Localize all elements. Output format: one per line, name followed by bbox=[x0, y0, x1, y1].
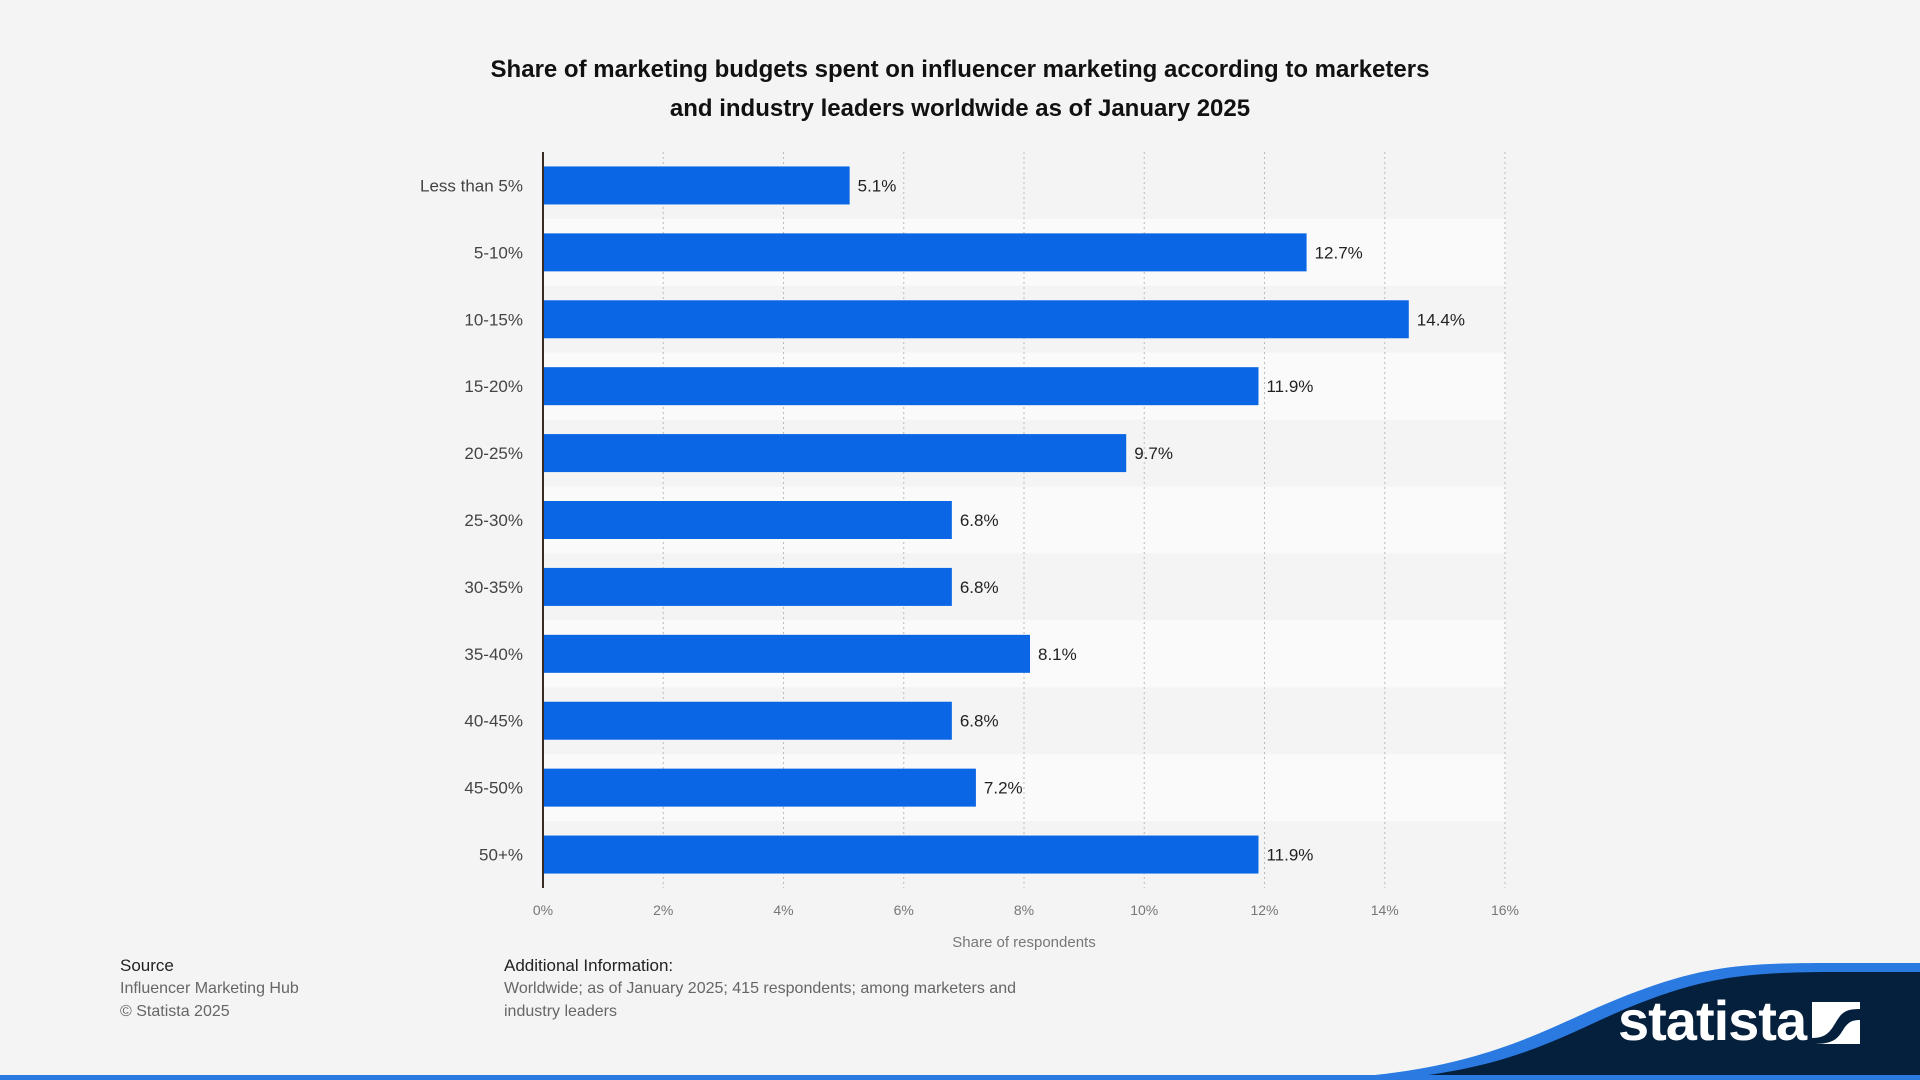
x-tick-label: 6% bbox=[894, 902, 914, 918]
bar bbox=[543, 233, 1307, 272]
x-tick-label: 4% bbox=[773, 902, 793, 918]
value-label: 11.9% bbox=[1266, 377, 1313, 396]
value-label: 6.8% bbox=[960, 712, 999, 731]
category-label: 50+% bbox=[479, 846, 523, 865]
x-tick-label: 16% bbox=[1491, 902, 1519, 918]
copyright: © Statista 2025 bbox=[120, 1003, 230, 1020]
category-label: 20-25% bbox=[464, 444, 523, 463]
value-label: 5.1% bbox=[858, 176, 897, 195]
bar bbox=[543, 835, 1259, 874]
additional-info-heading: Additional Information: bbox=[504, 956, 674, 975]
category-label: 35-40% bbox=[464, 645, 523, 664]
category-label: 45-50% bbox=[464, 779, 523, 798]
x-axis-title: Share of respondents bbox=[952, 934, 1095, 951]
category-label: Less than 5% bbox=[420, 176, 523, 195]
x-tick-label: 0% bbox=[533, 902, 553, 918]
value-label: 8.1% bbox=[1038, 645, 1077, 664]
x-tick-label: 2% bbox=[653, 902, 673, 918]
category-label: 5-10% bbox=[474, 243, 523, 262]
bar bbox=[543, 634, 1031, 673]
bottom-accent-line bbox=[0, 1075, 1920, 1080]
chart-title-line-2: and industry leaders worldwide as of Jan… bbox=[669, 95, 1251, 122]
category-label: 15-20% bbox=[464, 377, 523, 396]
chart-title-line-1: Share of marketing budgets spent on infl… bbox=[490, 56, 1430, 83]
category-label: 25-30% bbox=[464, 511, 523, 530]
additional-info-line-1: Worldwide; as of January 2025; 415 respo… bbox=[504, 980, 1016, 997]
value-label: 6.8% bbox=[960, 511, 999, 530]
x-tick-label: 14% bbox=[1371, 902, 1399, 918]
bar bbox=[543, 701, 952, 740]
additional-info-block: Additional Information: Worldwide; as of… bbox=[504, 954, 1104, 1023]
bar bbox=[543, 434, 1127, 473]
value-label: 9.7% bbox=[1134, 444, 1173, 463]
bar bbox=[543, 567, 952, 606]
statista-logo-icon bbox=[1812, 1002, 1860, 1044]
value-label: 6.8% bbox=[960, 578, 999, 597]
bar bbox=[543, 367, 1259, 406]
bar bbox=[543, 768, 976, 807]
category-label: 10-15% bbox=[464, 310, 523, 329]
bar bbox=[543, 501, 952, 539]
statista-logo-text: statista bbox=[1618, 989, 1807, 1052]
additional-info-line-2: industry leaders bbox=[504, 1003, 617, 1020]
value-label: 14.4% bbox=[1417, 310, 1465, 329]
category-label: 40-45% bbox=[464, 712, 523, 731]
bar bbox=[543, 300, 1409, 339]
chart-title: Share of marketing budgets spent on infl… bbox=[0, 50, 1920, 128]
source-name: Influencer Marketing Hub bbox=[120, 980, 299, 997]
value-label: 7.2% bbox=[984, 779, 1023, 798]
brand-wave-dark bbox=[1380, 972, 1920, 1080]
source-block: Source Influencer Marketing Hub © Statis… bbox=[120, 954, 299, 1023]
category-label: 30-35% bbox=[464, 578, 523, 597]
x-tick-label: 8% bbox=[1014, 902, 1034, 918]
value-label: 12.7% bbox=[1315, 243, 1363, 262]
bar bbox=[543, 166, 850, 205]
x-tick-label: 12% bbox=[1250, 902, 1278, 918]
value-label: 11.9% bbox=[1266, 846, 1313, 865]
x-tick-label: 10% bbox=[1130, 902, 1158, 918]
source-heading: Source bbox=[120, 956, 174, 975]
